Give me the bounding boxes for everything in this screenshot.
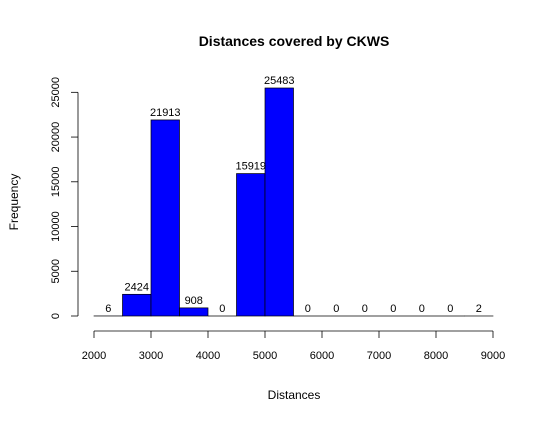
x-tick-label-0: 2000 bbox=[82, 350, 106, 362]
y-tick-label-2: 10000 bbox=[50, 211, 62, 242]
bar-value-label-3: 908 bbox=[185, 295, 203, 307]
bar-value-label-8: 0 bbox=[333, 303, 339, 315]
bar-value-label-11: 0 bbox=[419, 303, 425, 315]
bar-value-label-1: 2424 bbox=[125, 281, 149, 293]
bar-value-label-6: 25483 bbox=[264, 75, 295, 87]
bar-value-label-10: 0 bbox=[390, 303, 396, 315]
bar-value-label-2: 21913 bbox=[150, 107, 181, 119]
x-tick-label-6: 8000 bbox=[424, 350, 448, 362]
y-tick-label-5: 25000 bbox=[50, 77, 62, 108]
x-tick-label-3: 5000 bbox=[253, 350, 277, 362]
x-tick-label-4: 6000 bbox=[310, 350, 334, 362]
x-tick-label-7: 9000 bbox=[481, 350, 505, 362]
y-tick-label-4: 20000 bbox=[50, 122, 62, 153]
histogram-bar-2 bbox=[151, 120, 180, 316]
x-axis: 2000 3000 4000 5000 6000 7000 8000 9000 bbox=[82, 331, 505, 362]
bar-value-label-12: 0 bbox=[447, 303, 453, 315]
histogram-bar-6 bbox=[265, 88, 294, 316]
y-tick-label-0: 0 bbox=[50, 313, 62, 319]
bar-value-label-4: 0 bbox=[219, 303, 225, 315]
bar-value-label-13: 2 bbox=[476, 303, 482, 315]
x-tick-label-2: 4000 bbox=[196, 350, 220, 362]
x-tick-label-5: 7000 bbox=[367, 350, 391, 362]
y-axis: 0 5000 10000 15000 20000 25000 bbox=[50, 77, 78, 319]
bar-value-label-5: 15919 bbox=[235, 161, 266, 173]
y-tick-label-1: 5000 bbox=[50, 259, 62, 283]
bar-value-label-7: 0 bbox=[305, 303, 311, 315]
y-tick-label-3: 15000 bbox=[50, 166, 62, 197]
x-axis-label: Distances bbox=[268, 388, 321, 402]
y-axis-label: Frequency bbox=[7, 174, 21, 231]
x-tick-label-1: 3000 bbox=[139, 350, 163, 362]
bar-value-label-9: 0 bbox=[362, 303, 368, 315]
chart-title: Distances covered by CKWS bbox=[199, 33, 390, 49]
histogram-bar-1 bbox=[123, 294, 152, 316]
bars-group bbox=[94, 88, 493, 316]
bar-value-label-0: 6 bbox=[105, 303, 111, 315]
histogram-bar-3 bbox=[180, 308, 209, 316]
histogram-bar-5 bbox=[237, 174, 266, 316]
